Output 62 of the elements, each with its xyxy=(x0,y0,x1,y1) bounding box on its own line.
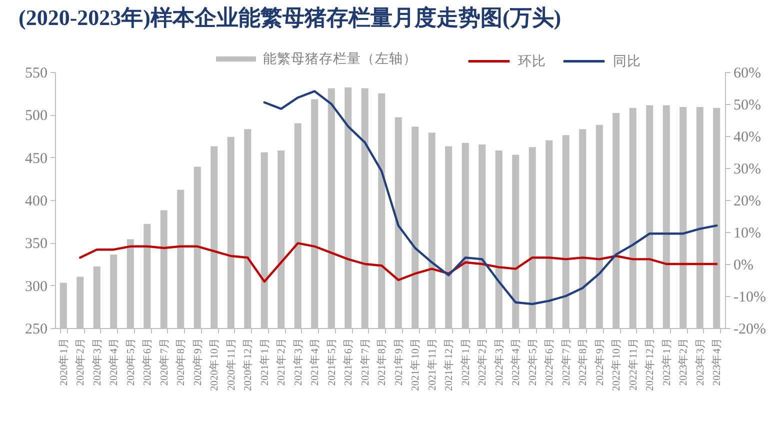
x-tick-label: 2020年3月 xyxy=(91,338,104,386)
y2-tick-label: 50% xyxy=(734,98,761,114)
x-tick-label: 2020年9月 xyxy=(192,338,204,386)
y-tick-label: 350 xyxy=(25,236,48,252)
x-tick-label: 2023年3月 xyxy=(694,338,706,386)
legend-label: 环比 xyxy=(518,53,546,68)
legend-label: 能繁母猪存栏量（左轴） xyxy=(263,51,417,66)
x-tick-label: 2020年7月 xyxy=(158,338,170,386)
line-series xyxy=(79,242,718,283)
x-tick-label: 2021年10月 xyxy=(410,338,422,391)
legend-label: 同比 xyxy=(613,53,641,68)
x-tick-label: 2022年8月 xyxy=(577,338,590,386)
y2-tick-label: 0% xyxy=(734,258,754,274)
x-tick-label: 2021年6月 xyxy=(342,338,355,386)
x-tick-label: 2021年12月 xyxy=(443,338,456,391)
x-tick-label: 2020年4月 xyxy=(108,338,120,386)
x-tick-label: 2022年12月 xyxy=(644,338,656,391)
x-tick-label: 2021年1月 xyxy=(258,338,271,386)
y2-tick-label: 60% xyxy=(734,66,761,82)
x-tick-label: 2020年10月 xyxy=(208,338,221,391)
x-tick-label: 2022年9月 xyxy=(594,338,606,386)
y2-tick-label: -10% xyxy=(734,290,766,306)
x-tick-label: 2021年5月 xyxy=(326,338,338,386)
x-tick-label: 2021年9月 xyxy=(392,338,405,386)
x-tick-label: 2021年2月 xyxy=(276,338,288,386)
y-tick-label: 450 xyxy=(25,150,48,167)
x-tick-label: 2020年8月 xyxy=(175,338,188,386)
x-tick-label: 2021年4月 xyxy=(309,338,322,386)
x-tick-label: 2020年5月 xyxy=(124,338,137,386)
x-tick-label: 2022年1月 xyxy=(460,338,472,386)
x-tick-label: 2021年3月 xyxy=(292,338,304,386)
x-tick-label: 2022年5月 xyxy=(526,338,539,386)
x-tick-label: 2022年4月 xyxy=(510,338,522,386)
y-tick-label: 250 xyxy=(25,322,48,338)
x-tick-label: 2020年12月 xyxy=(242,338,254,391)
chart-title: (2020-2023年)样本企业能繁母猪存栏量月度走势图(万头) xyxy=(18,5,562,30)
y2-tick-label: -20% xyxy=(734,322,766,338)
y-tick-label: 500 xyxy=(25,108,48,124)
y-tick-label: 300 xyxy=(25,278,48,295)
x-tick-label: 2022年7月 xyxy=(560,338,572,386)
x-tick-label: 2020年2月 xyxy=(74,338,87,386)
x-tick-label: 2022年11月 xyxy=(627,338,640,391)
y2-tick-label: 20% xyxy=(734,194,761,210)
x-tick-label: 2021年7月 xyxy=(359,338,372,386)
x-tick-label: 2023年4月 xyxy=(711,338,724,386)
x-tick-label: 2023年1月 xyxy=(660,338,673,386)
x-tick-label: 2022年2月 xyxy=(476,338,489,386)
x-tick-label: 2020年11月 xyxy=(225,338,238,391)
x-tick-label: 2022年10月 xyxy=(610,338,623,391)
y-tick-label: 400 xyxy=(25,194,48,210)
x-tick-label: 2022年6月 xyxy=(544,338,556,386)
y2-tick-label: 40% xyxy=(734,130,761,146)
line-series xyxy=(263,90,718,306)
y-tick-label: 550 xyxy=(25,66,48,82)
y2-tick-label: 10% xyxy=(734,226,761,242)
y2-tick-label: 30% xyxy=(734,162,761,178)
x-tick-label: 2021年8月 xyxy=(376,338,388,386)
x-tick-label: 2020年1月 xyxy=(58,338,70,386)
x-tick-label: 2022年3月 xyxy=(493,338,506,386)
x-tick-label: 2020年6月 xyxy=(142,338,154,386)
x-tick-label: 2023年2月 xyxy=(678,338,690,386)
x-tick-label: 2021年11月 xyxy=(426,338,438,391)
